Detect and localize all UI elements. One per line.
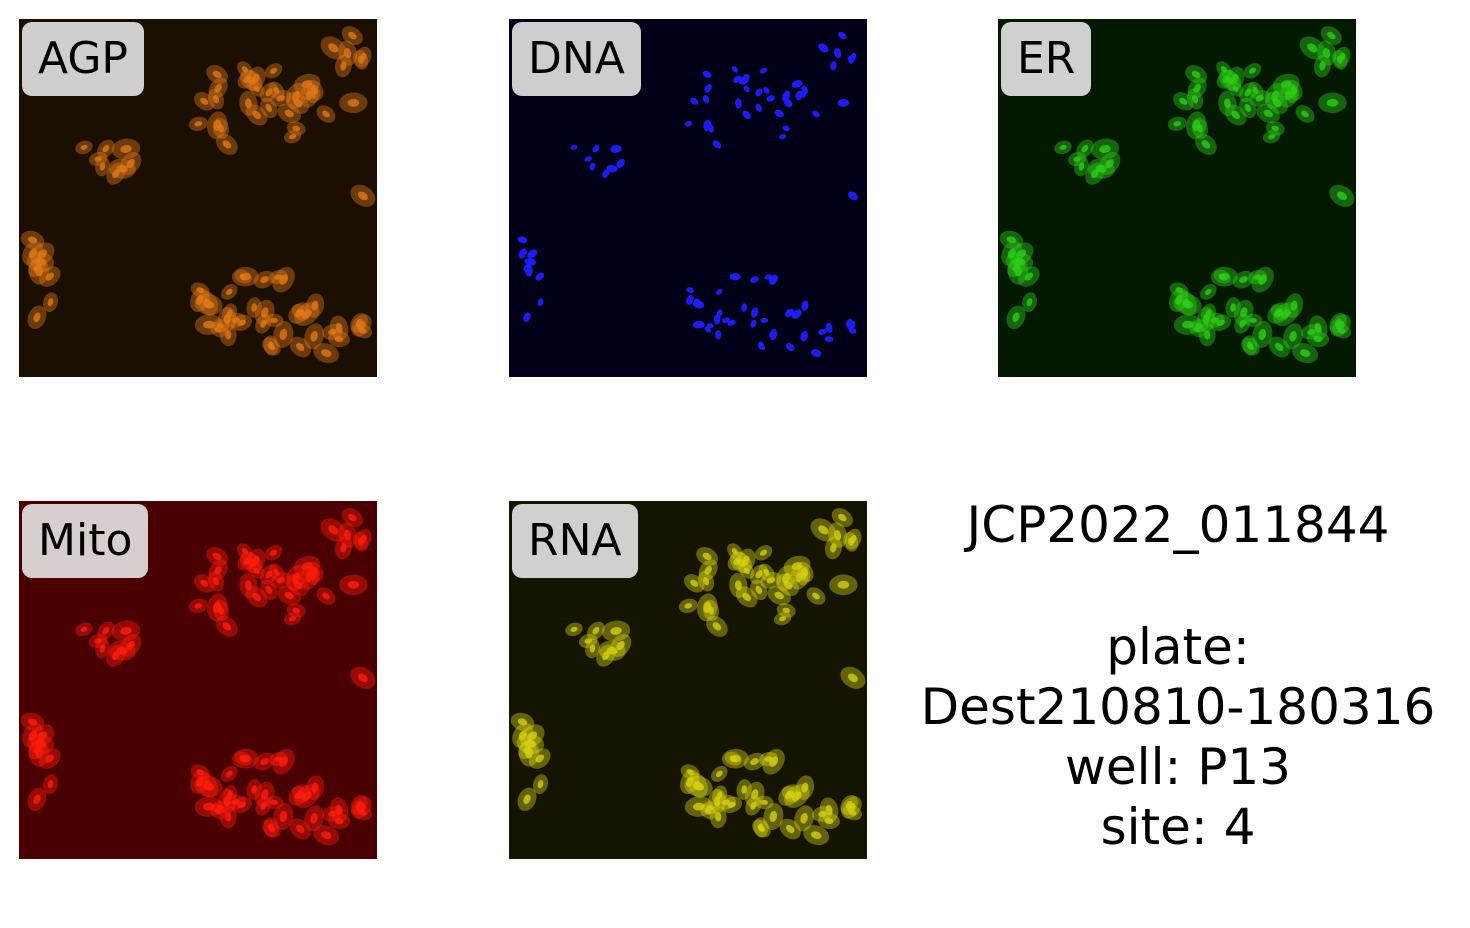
panel-label: AGP (22, 22, 144, 96)
panel-rna: RNA (509, 501, 867, 859)
panel-er: ER (998, 19, 1356, 377)
panel-dna: DNA (509, 19, 867, 377)
agp-image (19, 19, 377, 377)
compound-id: JCP2022_011844 (966, 496, 1390, 554)
panel-label: RNA (512, 504, 638, 578)
plate-value: Dest210810-180316 (920, 678, 1436, 736)
panel-agp: AGP (19, 19, 377, 377)
sample-info: JCP2022_011844 plate: Dest210810-180316 … (898, 495, 1458, 857)
panel-label: DNA (512, 22, 641, 96)
panel-mito: Mito (19, 501, 377, 859)
plate-label: plate: (1106, 618, 1250, 676)
site-info: site: 4 (1100, 798, 1256, 856)
well-info: well: P13 (1065, 738, 1291, 796)
panel-label: ER (1001, 22, 1092, 96)
panel-label: Mito (22, 504, 149, 578)
